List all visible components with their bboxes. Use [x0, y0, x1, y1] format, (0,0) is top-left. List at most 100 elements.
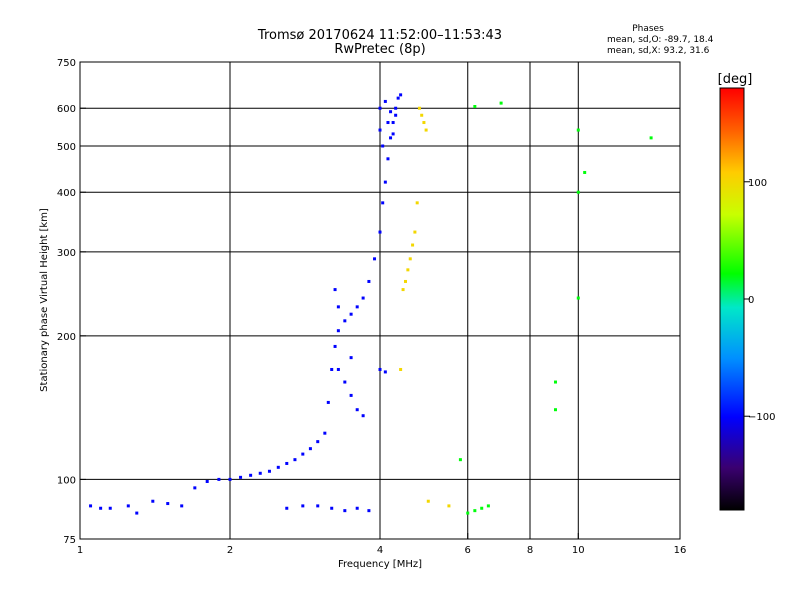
colorbar-tick-label: −100 [748, 412, 775, 423]
echo-point [333, 344, 337, 348]
echo-point [458, 458, 462, 462]
echo-point [378, 106, 382, 110]
echo-point [499, 101, 503, 105]
x-tick-label: 6 [465, 545, 471, 556]
echo-point [401, 288, 405, 292]
chart-title: Tromsø 20170624 11:52:00–11:53:43 [257, 28, 502, 43]
echo-point [373, 257, 377, 261]
echo-point [391, 121, 395, 125]
echo-point [316, 504, 320, 508]
echo-point [276, 465, 280, 469]
x-tick-label: 16 [674, 545, 687, 556]
echo-point [285, 461, 289, 465]
echo-point [333, 288, 337, 292]
echo-point [424, 128, 428, 132]
colorbar-label: [deg] [718, 72, 753, 87]
echo-point [553, 408, 557, 412]
echo-point [308, 447, 312, 451]
echo-point [349, 393, 353, 397]
echo-point [316, 440, 320, 444]
echo-point [326, 400, 330, 404]
echo-point [343, 509, 347, 513]
echo-point [343, 380, 347, 384]
echo-point [367, 509, 371, 513]
echo-point [89, 504, 93, 508]
echo-point [399, 367, 403, 371]
echo-point [413, 230, 417, 234]
echo-point [258, 471, 262, 475]
echo-point [301, 504, 305, 508]
y-axis-label: Stationary phase Virtual Height [km] [39, 208, 50, 392]
x-tick-label: 8 [527, 545, 533, 556]
x-tick-label: 1 [77, 545, 83, 556]
x-axis-label: Frequency [MHz] [338, 559, 422, 570]
echo-point [378, 128, 382, 132]
y-tick-label: 300 [57, 248, 76, 259]
echo-point [394, 106, 398, 110]
echo-point [217, 477, 221, 481]
echo-point [411, 243, 415, 247]
echo-point [447, 504, 451, 508]
echo-point [396, 96, 400, 100]
stats-heading: Phases [632, 24, 664, 34]
x-tick-label: 10 [572, 545, 585, 556]
echo-point [301, 452, 305, 456]
echo-point [330, 367, 334, 371]
echo-point [422, 121, 426, 125]
echo-point [166, 502, 170, 506]
echo-point [394, 113, 398, 117]
chart-subtitle: RwPretec (8p) [334, 42, 425, 57]
stats-line-o: mean, sd,O: -89.7, 18.4 [607, 35, 714, 45]
echo-point [381, 144, 385, 148]
colorbar-ticks: 100 0 −100 [744, 178, 775, 423]
echo-point [389, 136, 393, 140]
echo-point [355, 506, 359, 510]
echo-point [108, 506, 112, 510]
echo-point [205, 479, 209, 483]
y-tick-label: 400 [57, 188, 76, 199]
echo-point [466, 511, 470, 515]
y-tick-label: 100 [57, 475, 76, 486]
x-axis-ticks: 1 2 4 6 8 10 16 [77, 533, 687, 556]
stats-line-x: mean, sd,X: 93.2, 31.6 [607, 46, 710, 56]
echo-point [367, 279, 371, 283]
echo-point [267, 469, 271, 473]
colorbar-tick-label: 100 [748, 178, 767, 189]
echo-point [383, 180, 387, 184]
echo-point [473, 105, 477, 109]
echo-point [355, 305, 359, 309]
grid-lines [80, 62, 680, 539]
echo-point [361, 296, 365, 300]
echo-point [417, 106, 421, 110]
echo-point [349, 356, 353, 360]
echo-point [420, 113, 424, 117]
echo-point [99, 506, 103, 510]
echo-point [151, 499, 155, 503]
echo-point [576, 296, 580, 300]
echo-point [383, 370, 387, 374]
y-axis-ticks: 75 100 200 300 400 500 600 750 [57, 58, 86, 546]
colorbar-tick-label: 0 [748, 295, 754, 306]
echo-point [180, 504, 184, 508]
echo-point [391, 132, 395, 136]
echo-point [361, 414, 365, 418]
echo-point [383, 99, 387, 103]
echo-point [293, 458, 297, 462]
echo-points [89, 93, 653, 515]
echo-point [415, 201, 419, 205]
echo-point [480, 506, 484, 510]
echo-point [336, 367, 340, 371]
echo-point [406, 268, 410, 272]
echo-point [389, 110, 393, 114]
echo-point [323, 431, 327, 435]
echo-point [349, 312, 353, 316]
echo-point [399, 93, 403, 97]
echo-point [239, 475, 243, 479]
echo-point [355, 408, 359, 412]
echo-point [486, 504, 490, 508]
echo-point [343, 319, 347, 323]
echo-point [473, 509, 477, 513]
echo-point [386, 121, 390, 125]
y-tick-label: 75 [63, 535, 76, 546]
echo-point [408, 257, 412, 261]
